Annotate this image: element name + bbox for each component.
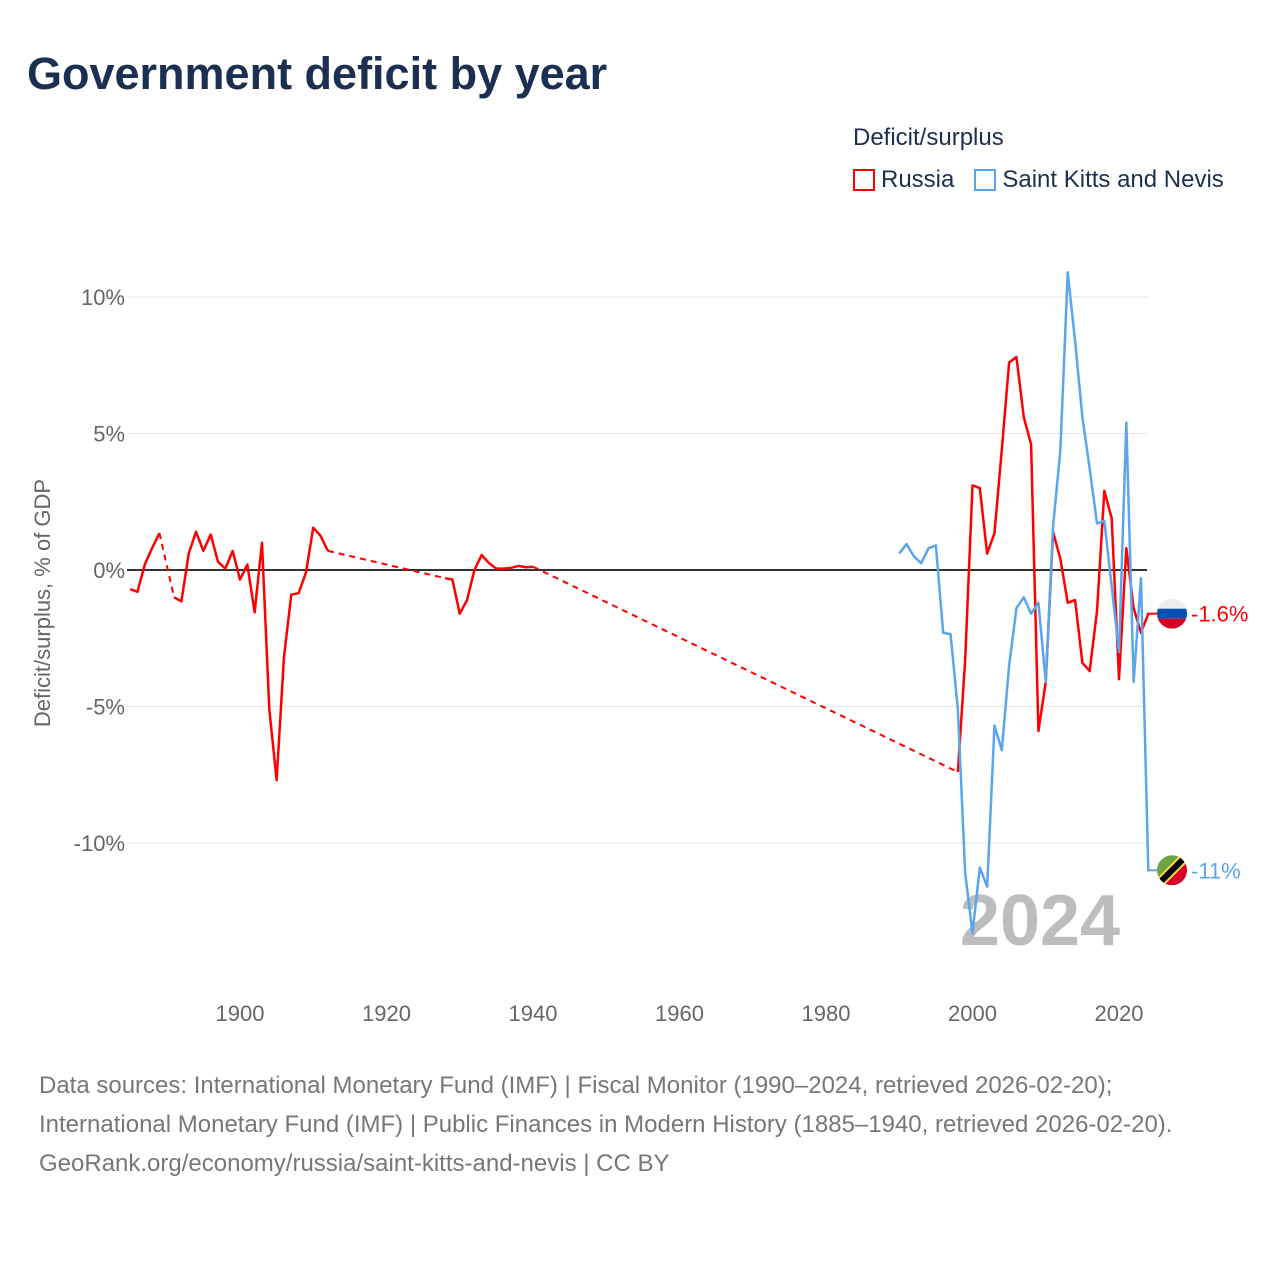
x-tick-label: 1920 [362,1001,411,1026]
end-label-russia: -1.6% [1191,602,1248,627]
russia-flag-icon [1157,598,1187,629]
y-tick-label: 5% [93,422,125,447]
series-gap-russia [327,549,446,580]
legend-swatch-saint-kitts [974,169,997,191]
series-gap-russia [158,532,176,598]
flag-body [1157,855,1187,886]
x-tick-label: 2020 [1095,1001,1144,1026]
y-tick-label: -10% [74,831,125,856]
x-tick-label: 1960 [655,1001,704,1026]
data-sources: Data sources: International Monetary Fun… [39,1072,1173,1138]
y-axis-label: Deficit/surplus, % of GDP [30,479,55,727]
flag-black [1157,855,1187,886]
legend-item-saint-kitts[interactable]: Saint Kitts and Nevis [974,166,1224,194]
legend-label-saint-kitts: Saint Kitts and Nevis [1002,166,1224,193]
y-tick-label: 10% [81,285,125,310]
series-line-russia [129,355,1150,782]
flag-white [1157,598,1187,609]
y-tick-label: 0% [93,558,125,583]
legend: Deficit/surplus Russia Saint Kitts and N… [853,124,1224,194]
legend-label-russia: Russia [881,166,955,193]
x-tick-label: 2000 [948,1001,997,1026]
footer: Data sources: International Monetary Fun… [39,1066,1239,1183]
flag-red [1157,618,1187,629]
legend-item-russia[interactable]: Russia [853,166,954,194]
end-label-saint-kitts-and-nevis: -11% [1191,858,1241,883]
flag-blue [1157,608,1187,619]
legend-swatch-russia [853,169,875,191]
chart-title: Government deficit by year [27,48,608,99]
x-tick-label: 1900 [216,1001,265,1026]
x-tick-label: 1940 [509,1001,558,1026]
series-gap-russia [532,565,959,773]
year-watermark: 2024 [960,881,1120,961]
series-line-saint-kitts-and-nevis [898,271,1150,935]
x-tick-label: 1980 [802,1001,851,1026]
saint-kitts-flag-icon [1157,855,1187,886]
source-link[interactable]: GeoRank.org/economy/russia/saint-kitts-a… [39,1150,670,1177]
legend-title: Deficit/surplus [853,124,1004,151]
flag-body [1157,598,1187,629]
y-tick-label: -5% [86,695,125,720]
